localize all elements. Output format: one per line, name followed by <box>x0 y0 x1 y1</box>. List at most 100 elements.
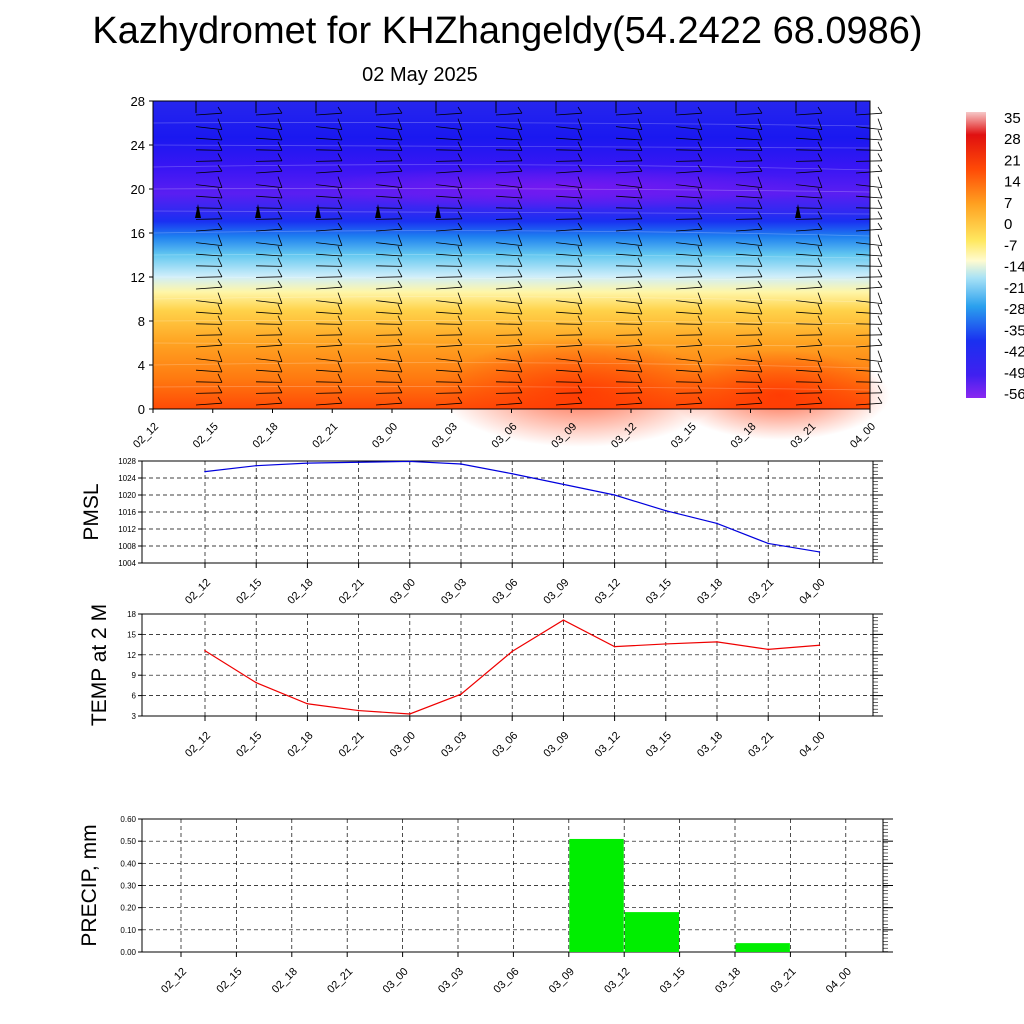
wind-barb-flag <box>397 292 403 304</box>
wind-barb-flag <box>577 153 583 161</box>
wind-barb <box>555 311 583 315</box>
wind-barb <box>735 381 763 383</box>
wind-barb <box>555 218 583 220</box>
wind-barb-flag <box>457 338 463 346</box>
y-tick-label: 3 <box>132 712 137 721</box>
wind-barb-flag <box>277 269 283 277</box>
wind-barb <box>435 184 463 188</box>
wind-barb <box>435 286 463 290</box>
wind-barb <box>795 276 823 278</box>
y-axis-title: PMSL <box>80 483 103 540</box>
wind-barb-flag <box>277 153 283 161</box>
wind-barb-flag <box>817 269 823 277</box>
wind-barb <box>795 300 823 304</box>
wind-barb <box>495 265 523 267</box>
wind-barb-flag <box>757 141 763 151</box>
wind-barb-flag <box>217 269 223 277</box>
wind-barb <box>675 112 703 116</box>
wind-barb-flag <box>397 373 403 383</box>
wind-barb-flag <box>337 292 343 304</box>
wind-barb-flag <box>517 246 523 257</box>
plot-frame <box>141 613 874 717</box>
wind-barb <box>855 300 883 304</box>
wind-barb <box>315 228 343 232</box>
wind-barb <box>195 286 223 290</box>
wind-barb-flag <box>817 362 823 373</box>
wind-barb-flag <box>277 199 283 209</box>
wind-barb-flag <box>577 222 583 230</box>
y-tick-label: 0.20 <box>120 904 136 913</box>
wind-barb <box>675 253 703 257</box>
x-tick-label: 04_00 <box>797 730 827 760</box>
wind-barb-flag <box>397 176 403 188</box>
wind-barb-flag <box>277 280 283 288</box>
wind-barb-flag <box>577 315 583 325</box>
wind-barb-flag <box>697 176 703 188</box>
wind-barb <box>855 344 883 348</box>
x-tick-label: 02_15 <box>214 966 244 996</box>
x-tick-label: 03_00 <box>381 966 411 996</box>
wind-barb <box>315 170 343 174</box>
wind-barb <box>855 170 883 174</box>
wind-barb-flag <box>697 362 703 373</box>
wind-barb-flag <box>757 396 763 404</box>
pmsl-point <box>716 522 718 525</box>
wind-barb <box>855 160 883 162</box>
wind-barb <box>735 207 763 209</box>
y-tick-label: 18 <box>127 610 136 619</box>
wind-barb <box>375 344 403 348</box>
x-tick-label: 02_12 <box>183 730 213 760</box>
y-axis-title: TEMP at 2 M <box>88 604 111 726</box>
wind-barb-flag <box>697 246 703 257</box>
wind-barb-flag <box>757 362 763 373</box>
wind-barb-flag <box>517 141 523 151</box>
wind-barb-flag <box>337 246 343 257</box>
wind-barb <box>435 207 463 209</box>
wind-barb <box>255 311 283 315</box>
wind-barb-flag <box>217 304 223 315</box>
wind-barb <box>675 137 703 141</box>
wind-barb-flag <box>517 280 523 288</box>
wind-barb-flag <box>397 396 403 404</box>
wind-barb <box>195 392 223 394</box>
wind-barb-flag <box>637 304 643 315</box>
wind-barb <box>195 170 223 174</box>
wind-barb <box>435 137 463 141</box>
wind-barb <box>555 149 583 151</box>
contour-line <box>152 386 871 391</box>
wind-barb <box>735 170 763 174</box>
wind-barb <box>795 381 823 383</box>
wind-barb <box>255 149 283 151</box>
wind-barb-flag <box>697 280 703 288</box>
wind-barb-flag <box>697 234 703 246</box>
wind-barb <box>375 381 403 383</box>
y-tick-label: 20 <box>131 182 145 197</box>
wind-barb-flag <box>457 292 463 304</box>
wind-barb-flag <box>217 257 223 267</box>
wind-barb-flag <box>517 164 523 172</box>
temperature-point <box>818 644 821 647</box>
wind-barb <box>435 323 463 325</box>
wind-barb-flag <box>697 118 703 130</box>
x-tick-label: 02_21 <box>310 421 340 451</box>
wind-barb <box>855 323 883 325</box>
wind-barb <box>375 300 403 304</box>
wind-barb <box>675 160 703 162</box>
wind-barb <box>495 334 523 336</box>
wind-barb <box>855 265 883 267</box>
wind-barb <box>495 392 523 394</box>
x-tick-label: 02_18 <box>285 730 315 760</box>
wind-barb-flag <box>217 373 223 383</box>
wind-barb-flag <box>337 141 343 151</box>
wind-barb-flag <box>757 199 763 209</box>
wind-barb <box>495 195 523 199</box>
wind-barb-flag <box>277 304 283 315</box>
wind-barb-flag <box>877 222 883 230</box>
wind-barb <box>255 242 283 246</box>
wind-barb <box>375 207 403 209</box>
wind-barb <box>675 323 703 325</box>
contour-line <box>152 210 871 215</box>
wind-barb-flag <box>277 130 283 141</box>
wind-barb-flag <box>637 130 643 141</box>
wind-barb-flag <box>637 164 643 172</box>
